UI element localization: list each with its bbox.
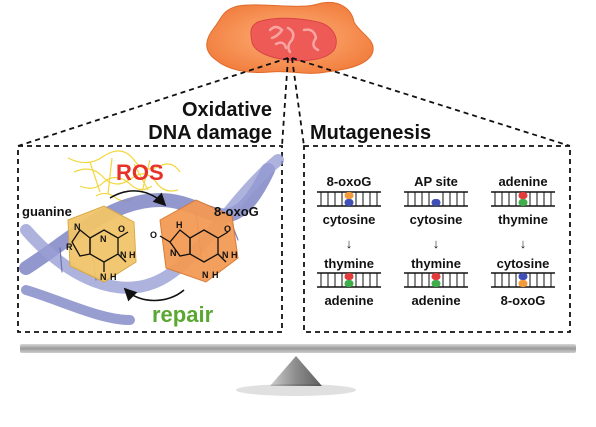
oxog-label-left: 8-oxoG xyxy=(214,204,259,219)
column-1-bottom-top-label: thymine xyxy=(324,256,374,271)
svg-text:R: R xyxy=(66,242,73,252)
svg-text:N: N xyxy=(74,222,81,232)
svg-text:H: H xyxy=(176,220,183,230)
svg-text:H: H xyxy=(110,272,117,282)
base-top-marker xyxy=(344,273,354,280)
balance-beam xyxy=(20,344,576,353)
base-top-marker xyxy=(518,273,528,280)
base-bottom-marker xyxy=(431,280,441,287)
dna-ladder-top-3 xyxy=(491,191,555,207)
svg-text:O: O xyxy=(150,230,157,240)
column-2-top-label: AP site xyxy=(414,174,458,189)
mutation-columns: 8-oxoG cytosine ↓ thymine adenine AP site cyto… xyxy=(317,174,555,308)
base-bottom-marker xyxy=(344,199,354,206)
column-3-mid-label: thymine xyxy=(498,212,548,227)
guanine-label: guanine xyxy=(22,204,72,219)
svg-text:O: O xyxy=(224,224,231,234)
svg-text:N: N xyxy=(202,270,209,280)
column-2-mid-label: cytosine xyxy=(410,212,463,227)
column-2-arrow: ↓ xyxy=(433,236,440,251)
dna-ladder-bottom-3 xyxy=(491,272,555,288)
column-1-mid-label: cytosine xyxy=(323,212,376,227)
ros-label: ROS xyxy=(116,160,164,185)
column-3-top-label: adenine xyxy=(498,174,547,189)
base-bottom-marker xyxy=(344,280,354,287)
dna-ladder-bottom-1 xyxy=(317,272,381,288)
repair-arrow xyxy=(123,287,185,302)
fulcrum xyxy=(236,356,356,396)
svg-text:N: N xyxy=(120,250,127,260)
guanine-molecule: N R N O N H N H xyxy=(66,205,137,283)
column-1-bottom-label: adenine xyxy=(324,293,373,308)
oxog-molecule: O H N O N H N H xyxy=(150,199,239,283)
column-3-bottom-label: 8-oxoG xyxy=(501,293,546,308)
svg-text:H: H xyxy=(231,250,238,260)
base-bottom-marker xyxy=(431,199,441,206)
svg-text:H: H xyxy=(129,250,136,260)
svg-text:H: H xyxy=(212,270,219,280)
base-top-marker xyxy=(344,192,354,199)
panel-right-title: Mutagenesis xyxy=(310,122,431,144)
svg-text:N: N xyxy=(170,248,177,258)
dna-ladder-top-2 xyxy=(404,191,468,207)
column-1-arrow: ↓ xyxy=(346,236,353,251)
panel-right-frame xyxy=(303,145,571,333)
svg-text:N: N xyxy=(100,234,107,244)
base-bottom-marker xyxy=(518,199,528,206)
dna-ladder-bottom-2 xyxy=(404,272,468,288)
ros-wisp-illustration xyxy=(67,150,181,202)
svg-text:O: O xyxy=(118,224,125,234)
column-2-bottom-label: adenine xyxy=(411,293,460,308)
column-3-arrow: ↓ xyxy=(520,236,527,251)
column-3-bottom-top-label: cytosine xyxy=(497,256,550,271)
oxidation-arrow xyxy=(109,190,167,207)
repair-label: repair xyxy=(152,302,214,327)
panel-left-title-line2: DNA damage xyxy=(148,122,272,144)
base-bottom-marker xyxy=(518,280,528,287)
cell-illustration xyxy=(206,2,374,74)
base-top-marker xyxy=(518,192,528,199)
connector-lines xyxy=(17,57,571,147)
base-top-marker xyxy=(431,273,441,280)
panel-left-title-line1: Oxidative xyxy=(182,99,272,121)
dna-ladder-top-1 xyxy=(317,191,381,207)
svg-text:N: N xyxy=(100,272,107,282)
column-2-bottom-top-label: thymine xyxy=(411,256,461,271)
svg-text:N: N xyxy=(222,250,229,260)
column-1-top-label: 8-oxoG xyxy=(327,174,372,189)
